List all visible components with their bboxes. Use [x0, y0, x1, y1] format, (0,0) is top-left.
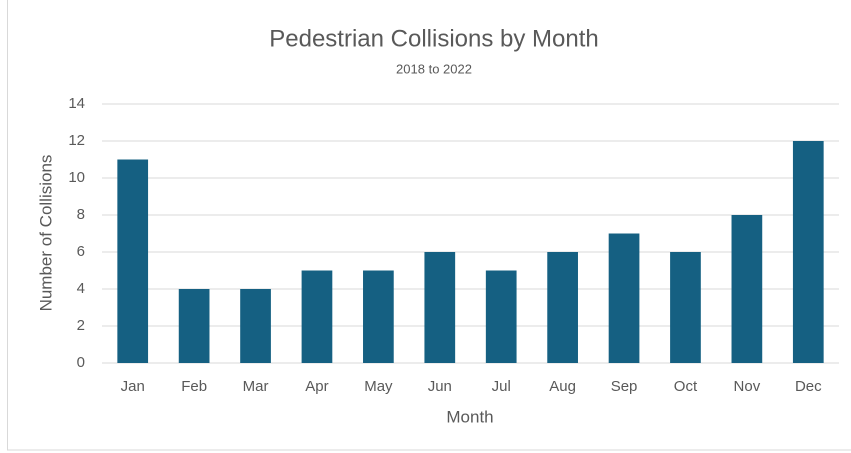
bar: [117, 159, 149, 363]
bar: [178, 289, 210, 363]
y-axis-label: Number of Collisions: [36, 155, 55, 312]
y-tick-label: 4: [77, 280, 85, 297]
x-tick-label: May: [364, 378, 393, 395]
x-axis-label: Month: [446, 407, 493, 426]
bar: [363, 270, 394, 363]
y-tick-label: 6: [77, 243, 85, 260]
x-tick-label: Apr: [305, 378, 328, 395]
y-tick-label: 14: [68, 95, 85, 112]
x-tick-label: Jul: [492, 378, 511, 395]
chart-title: Pedestrian Collisions by Month: [269, 25, 599, 52]
y-tick-label: 10: [68, 169, 85, 186]
bar: [547, 252, 578, 363]
bar: [240, 289, 271, 363]
x-tick-label: Jun: [428, 378, 452, 395]
bar: [608, 233, 640, 363]
x-tick-label: Oct: [674, 378, 698, 395]
y-tick-label: 2: [77, 317, 85, 334]
x-tick-label: Mar: [243, 378, 269, 395]
y-tick-label: 8: [77, 206, 85, 223]
bar: [670, 252, 701, 363]
bar: [731, 215, 763, 363]
bar: [424, 252, 456, 363]
y-tick-label: 12: [68, 132, 85, 149]
x-tick-label: Dec: [795, 378, 822, 395]
bar: [792, 141, 824, 363]
chart-border: [7, 0, 851, 451]
bar: [301, 270, 333, 363]
y-tick-label: 0: [77, 354, 85, 371]
x-tick-label: Sep: [611, 378, 638, 395]
x-tick-label: Nov: [734, 378, 761, 395]
x-tick-label: Aug: [549, 378, 576, 395]
x-tick-label: Jan: [121, 378, 145, 395]
bar: [485, 270, 517, 363]
chart-subtitle: 2018 to 2022: [396, 61, 472, 76]
x-tick-label: Feb: [181, 378, 207, 395]
